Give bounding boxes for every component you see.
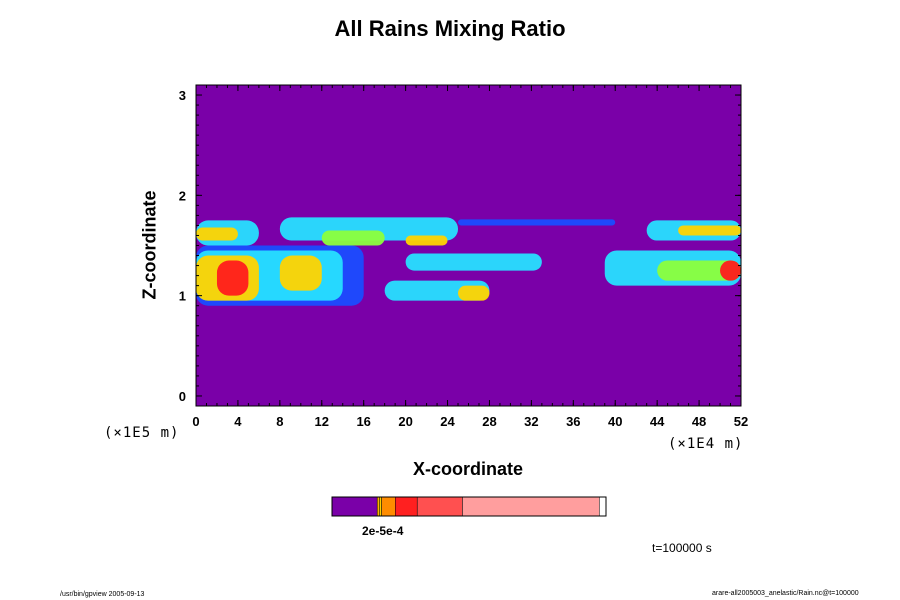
y-tick-label-0: 0 (179, 389, 186, 404)
colorbar (331, 496, 607, 517)
colorbar-segment-0 (331, 496, 378, 517)
field-cell-12 (279, 255, 322, 291)
y-tick-label-2: 2 (179, 188, 186, 203)
y-unit-label: (×1E5 m) (104, 425, 180, 441)
field-cell-3 (321, 230, 385, 246)
field-cell-13 (405, 253, 542, 271)
colorbar-segment-3 (381, 496, 396, 517)
field-cell-1 (196, 227, 238, 241)
field-cell-15 (458, 285, 490, 301)
y-tick-label-3: 3 (179, 88, 186, 103)
colorbar-segment-5 (416, 496, 463, 517)
colorbar-segment-2 (379, 496, 382, 517)
x-tick-label-5: 20 (398, 414, 412, 429)
x-tick-label-7: 28 (482, 414, 496, 429)
x-tick-label-8: 32 (524, 414, 538, 429)
time-label: t=100000 s (652, 541, 712, 555)
field-cell-11 (216, 260, 249, 296)
colorbar-frame (331, 496, 607, 517)
x-tick-label-1: 4 (234, 414, 242, 429)
x-tick-label-11: 44 (650, 414, 665, 429)
x-tick-label-9: 36 (566, 414, 580, 429)
y-tick-label-1: 1 (179, 289, 186, 304)
x-ticks (195, 85, 742, 406)
field-cell-18 (720, 260, 741, 281)
x-unit-label: (×1E4 m) (668, 436, 744, 452)
x-tick-label-10: 40 (608, 414, 622, 429)
colorbar-segment-6 (462, 496, 600, 517)
x-tick-label-12: 48 (692, 414, 706, 429)
y-axis-label: Z-coordinate (139, 190, 160, 300)
x-tick-label-4: 16 (356, 414, 370, 429)
field-cell-7 (678, 225, 741, 236)
x-tick-label-3: 12 (315, 414, 329, 429)
y-tick-labels: 0 1 2 3 (179, 88, 186, 404)
x-axis-label: X-coordinate (412, 459, 523, 479)
chart-title: All Rains Mixing Ratio (334, 16, 566, 41)
footer-right: arare-all2005003_anelastic/Rain.nc@t=100… (712, 590, 859, 597)
x-tick-label-13: 52 (734, 414, 748, 429)
x-tick-label-2: 8 (276, 414, 283, 429)
field-cell-17 (657, 260, 741, 281)
footer-left: /usr/bin/gpview 2005-09-13 (60, 591, 145, 598)
field-layer (196, 85, 741, 406)
x-tick-label-0: 0 (192, 414, 199, 429)
y-ticks (196, 94, 741, 397)
x-tick-labels: 0 4 8 12 16 20 24 28 32 36 40 44 48 52 (192, 414, 748, 429)
field-cell-5 (458, 219, 616, 226)
colorbar-label: 2e-5e-4 (362, 524, 404, 538)
colorbar-segment-1 (376, 496, 380, 517)
field-cell-4 (405, 235, 448, 246)
colorbar-segment-4 (395, 496, 418, 517)
x-tick-label-6: 24 (440, 414, 455, 429)
